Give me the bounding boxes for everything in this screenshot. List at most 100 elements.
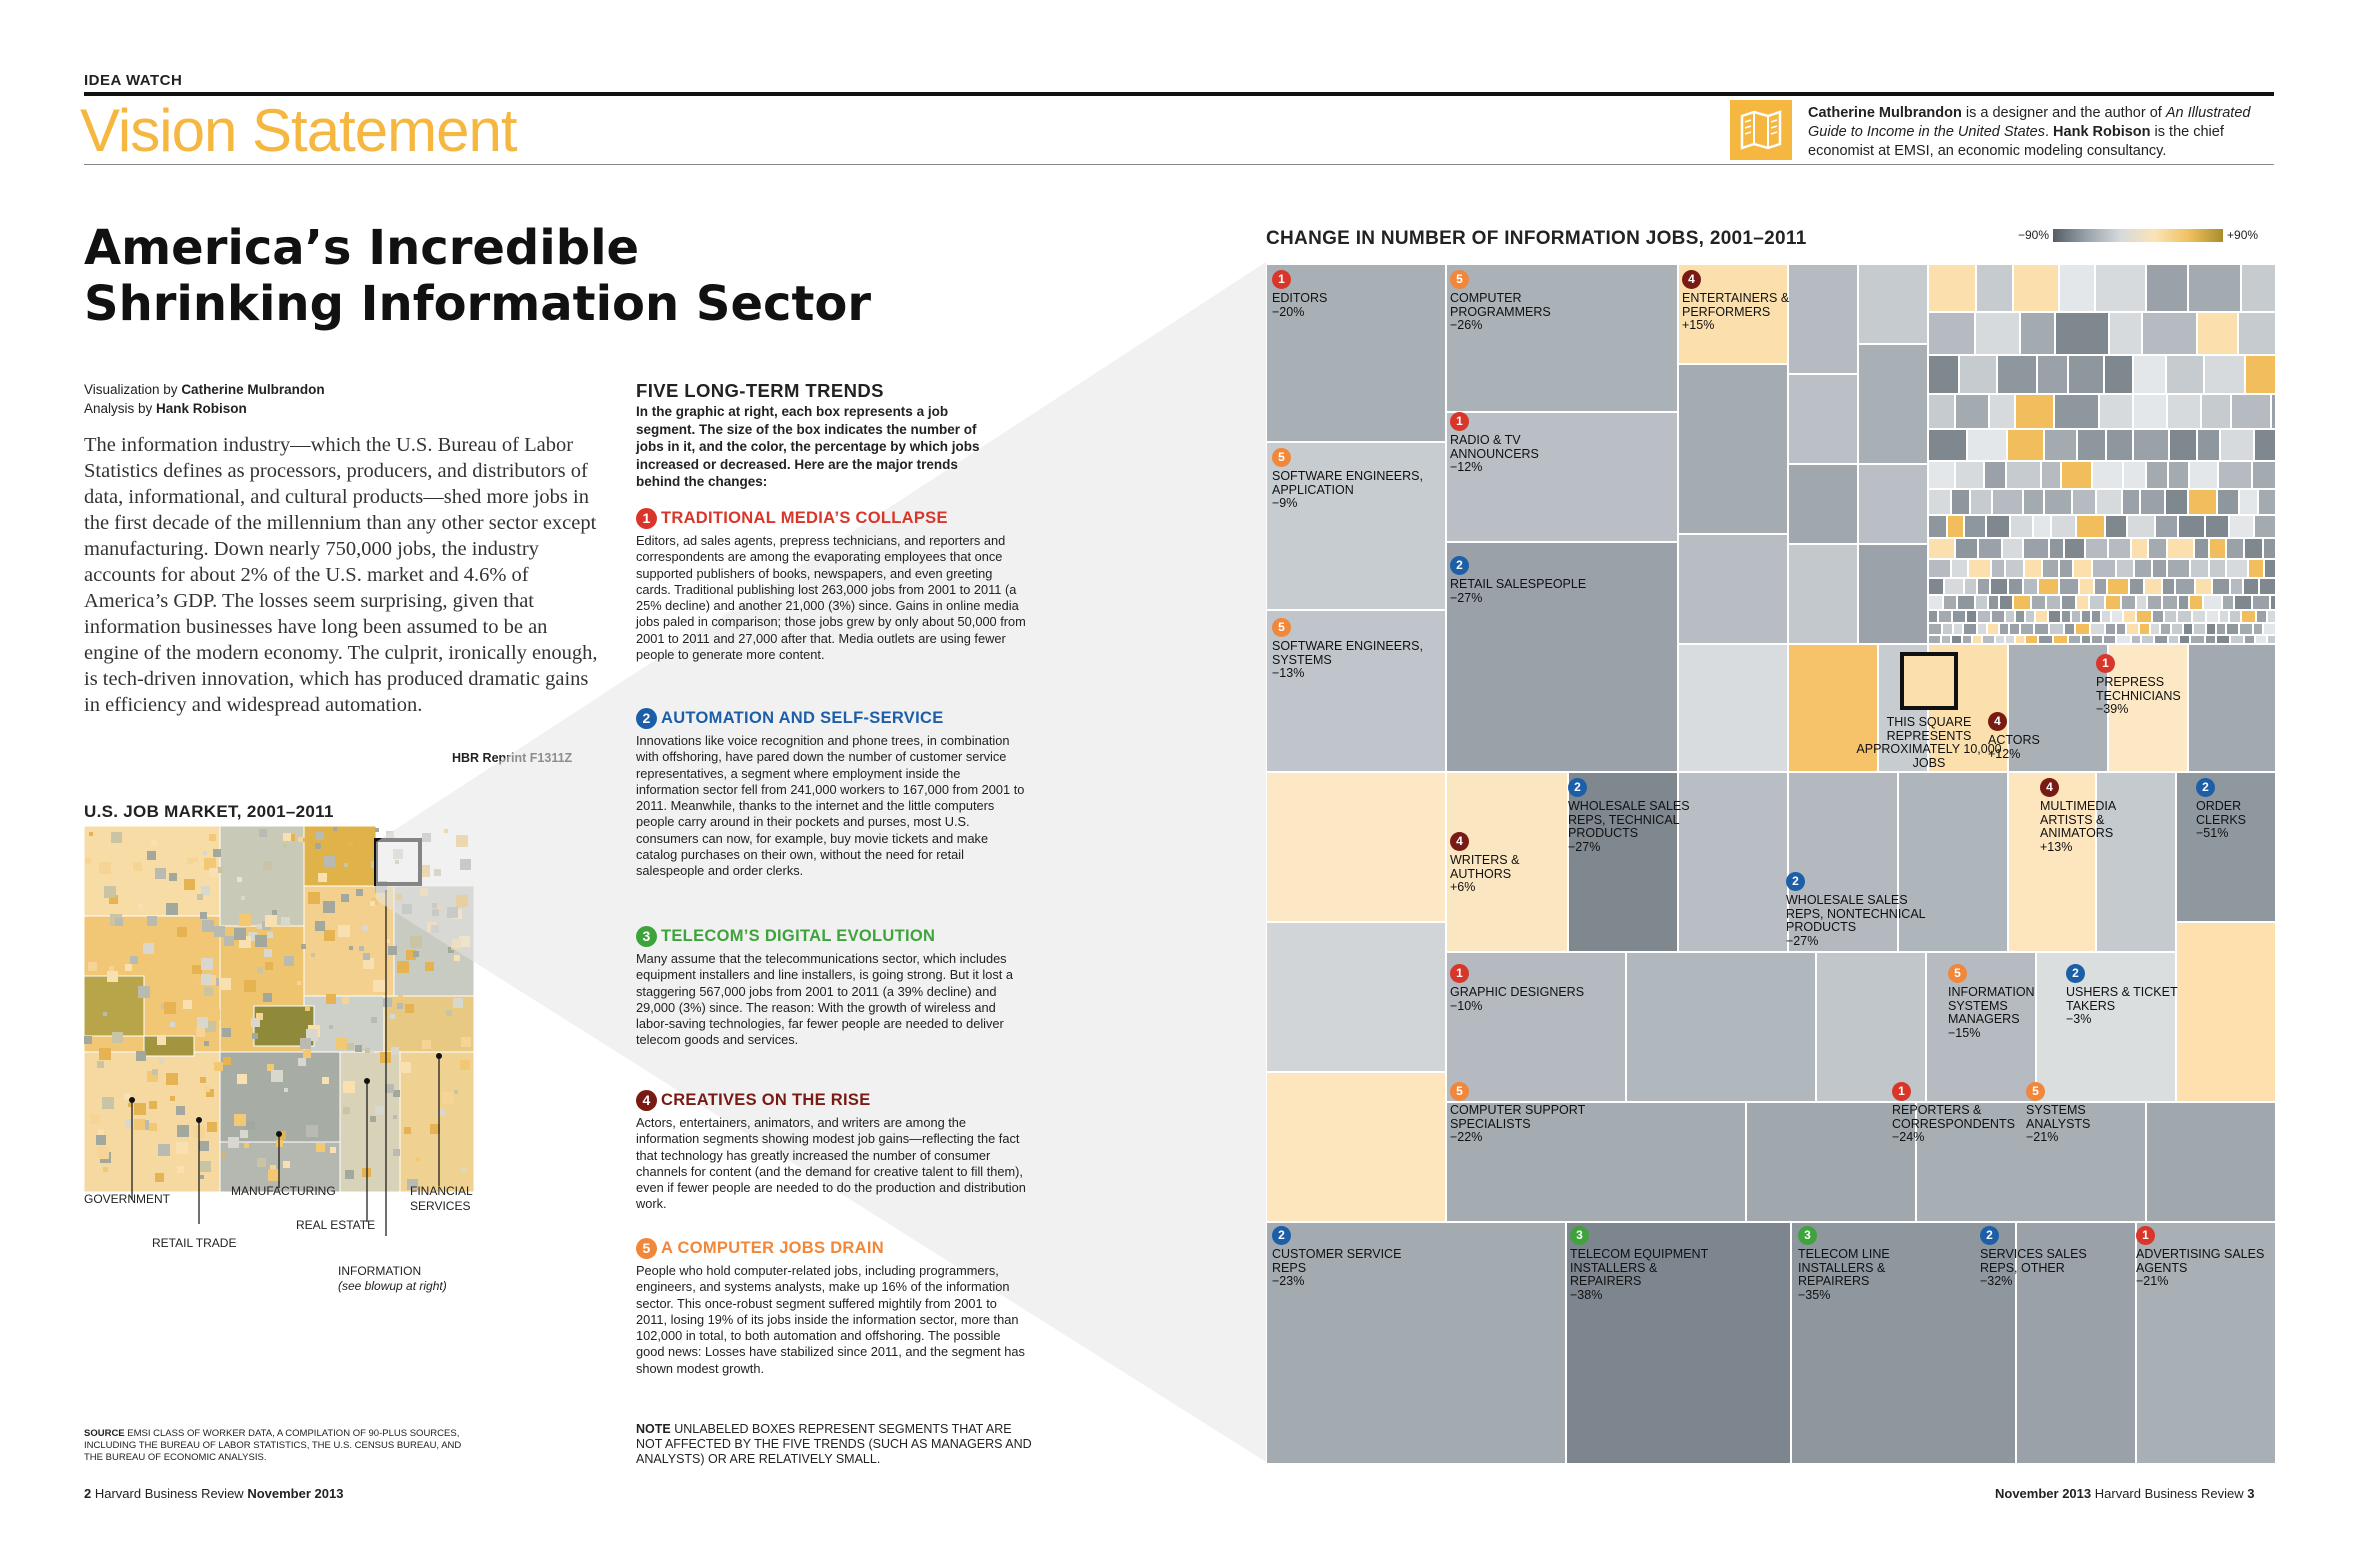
minor-segment-tile [1977,623,1987,635]
segment-change: −10% [1450,998,1483,1013]
minor-segment-tile [2231,394,2271,429]
minor-segment-tile [2183,623,2193,635]
segment-tile [1266,1072,1446,1222]
segment-label: 2 RETAIL SALESPEOPLE −27% [1450,556,1600,605]
segment-tile [1858,264,1928,344]
industry-subtile [209,868,218,877]
segment-label: 1 PREPRESS TECHNICIANS −39% [2096,654,2216,717]
minor-segment-tile [2025,635,2038,644]
minor-segment-tile [2127,515,2155,538]
minor-segment-tile [2044,429,2077,461]
industry-subtile [147,1071,158,1082]
trend-badge: 5 [1272,618,1291,637]
segment-name: ADVERTISING SALES AGENTS [2136,1247,2265,1275]
segment-tile [1858,464,1928,544]
industry-subtile [246,1121,255,1130]
industry-subtile [130,956,138,964]
minor-segment-tile [2104,355,2133,394]
author-text-3: is the chief economist at EMSI, an econo… [1808,124,2224,159]
minor-segment-tile [2140,489,2165,515]
minor-segment-tile [2133,429,2169,461]
minor-segment-tile [2146,461,2168,489]
industry-subtile [400,1062,411,1073]
minor-segment-tile [2244,538,2263,559]
industry-subtile [221,1153,226,1158]
minor-segment-tile [2169,429,2197,461]
minor-segment-tile [2107,578,2129,595]
industry-subtile [157,1036,166,1045]
minor-segment-tile [2068,355,2104,394]
industry-subtile [88,962,97,971]
industry-subtile [128,1103,132,1107]
industry-subtile [342,997,349,1004]
minor-segment-tile [2059,559,2073,578]
industry-subtile [98,1129,104,1135]
industry-subtile [284,956,294,966]
industry-subtile [462,1168,466,1172]
minor-segment-tile [2189,461,2218,489]
minor-segment-tile [2031,595,2046,610]
minor-segment-tile [2116,635,2131,644]
legend-min: −90% [2018,228,2050,242]
minor-segment-tile [1991,610,2005,623]
minor-segment-tile [1955,461,1984,489]
segment-tile [1266,442,1446,610]
industry-subtile [283,844,287,848]
industry-subtile [370,901,375,906]
industry-subtile [356,889,363,896]
minor-segment-tile [1955,538,1978,559]
industry-subtile [326,994,336,1004]
minor-segment-tile [2092,461,2123,489]
minor-segment-tile [2239,623,2253,635]
segment-label: 5 SYSTEMS ANALYSTS −21% [2026,1082,2136,1145]
industry-subtile [209,1009,220,1020]
segment-change: −35% [1798,1287,1831,1302]
minor-segment-tile [2005,610,2015,623]
segment-name: COMPUTER PROGRAMMERS [1450,291,1551,319]
industry-subtile [176,1106,185,1115]
industry-subtile [370,1116,376,1122]
industry-subtile [390,1014,395,1019]
minor-segment-tile [2147,595,2162,610]
minor-segment-tile [2218,461,2252,489]
industry-subtile [365,1048,370,1053]
segment-change: −24% [1892,1130,1925,1144]
minor-segment-tile [1943,595,1957,610]
credit-2-name: Hank Robison [156,401,247,416]
trends-title: FIVE LONG-TERM TRENDS [636,380,884,401]
segment-change: −39% [2096,702,2129,716]
minor-segment-tile [1967,429,2007,461]
industry-subtile [177,1125,189,1137]
minor-segment-tile [2194,538,2209,559]
note-text: UNLABELED BOXES REPRESENT SEGMENTS THAT … [636,1422,1032,1466]
trend-body: Innovations like voice recognition and p… [636,733,1025,879]
minor-segment-tile [2123,461,2146,489]
minor-segment-tile [1928,355,1959,394]
folio-right-date: November 2013 [1995,1486,2092,1501]
industry-subtile [329,1025,333,1029]
segment-tile [1566,1222,1791,1464]
trend-2: 2 AUTOMATION AND SELF-SERVICE Innovations … [636,708,1026,880]
minor-segment-tile [1928,461,1955,489]
industry-tile [219,826,305,927]
industry-subtile [240,1130,248,1138]
industry-subtile [338,925,350,937]
industry-subtile [311,953,315,957]
segment-tile [1266,1222,1566,1464]
author-name-1: Catherine Mulbrandon [1808,105,1962,121]
industry-subtile [204,1086,210,1092]
industry-subtile [406,950,416,960]
financial-label: FINANCIAL [410,1184,473,1198]
segment-label: 4 WRITERS & AUTHORS +6% [1450,832,1570,895]
segment-name: USHERS & TICKET TAKERS [2066,985,2178,1013]
minor-segment-tile [1991,559,2005,578]
segment-label: 2 ORDER CLERKS −51% [2196,778,2276,841]
author-bio: Catherine Mulbrandon is a designer and t… [1808,104,2278,161]
industry-subtile [202,920,214,932]
minor-segment-tile [1928,623,1942,635]
minor-segment-tile [1975,312,2020,355]
minor-segment-tile [2226,559,2248,578]
segment-tile [2036,952,2176,1102]
segment-name: GRAPHIC DESIGNERS [1450,985,1585,999]
minor-segment-tile [1962,635,1972,644]
